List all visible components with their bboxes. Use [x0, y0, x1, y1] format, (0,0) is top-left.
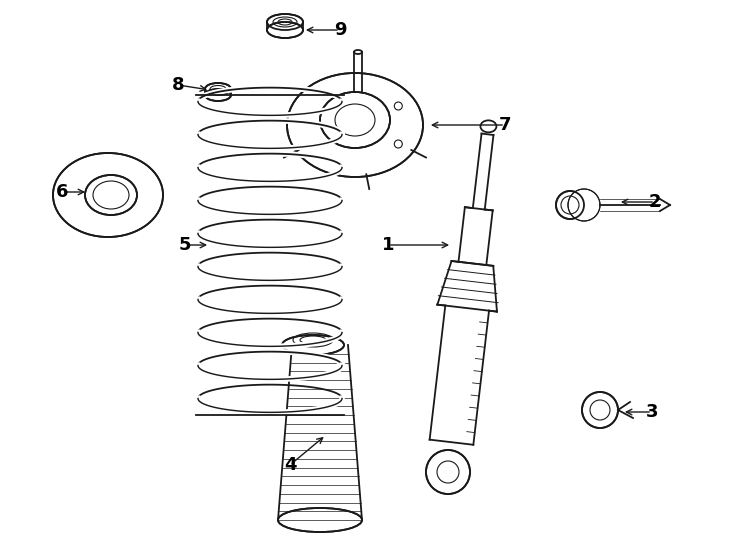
- Text: 4: 4: [284, 456, 297, 474]
- Text: 6: 6: [56, 183, 68, 201]
- Circle shape: [556, 191, 584, 219]
- Text: 9: 9: [334, 21, 346, 39]
- Ellipse shape: [205, 89, 231, 101]
- Text: 2: 2: [649, 193, 661, 211]
- Ellipse shape: [53, 153, 163, 237]
- Text: 7: 7: [498, 116, 512, 134]
- Circle shape: [426, 450, 470, 494]
- Circle shape: [582, 392, 618, 428]
- Text: 8: 8: [172, 76, 184, 94]
- Text: 3: 3: [646, 403, 658, 421]
- Ellipse shape: [320, 92, 390, 148]
- Ellipse shape: [354, 50, 362, 54]
- Ellipse shape: [267, 14, 303, 30]
- Ellipse shape: [282, 335, 344, 355]
- Circle shape: [568, 189, 600, 221]
- Ellipse shape: [481, 120, 496, 132]
- Ellipse shape: [278, 508, 362, 532]
- Circle shape: [394, 102, 402, 110]
- Ellipse shape: [205, 83, 231, 95]
- Text: 1: 1: [382, 236, 394, 254]
- Circle shape: [394, 140, 402, 148]
- Ellipse shape: [267, 22, 303, 38]
- Ellipse shape: [85, 175, 137, 215]
- Ellipse shape: [287, 73, 423, 177]
- Text: 5: 5: [179, 236, 192, 254]
